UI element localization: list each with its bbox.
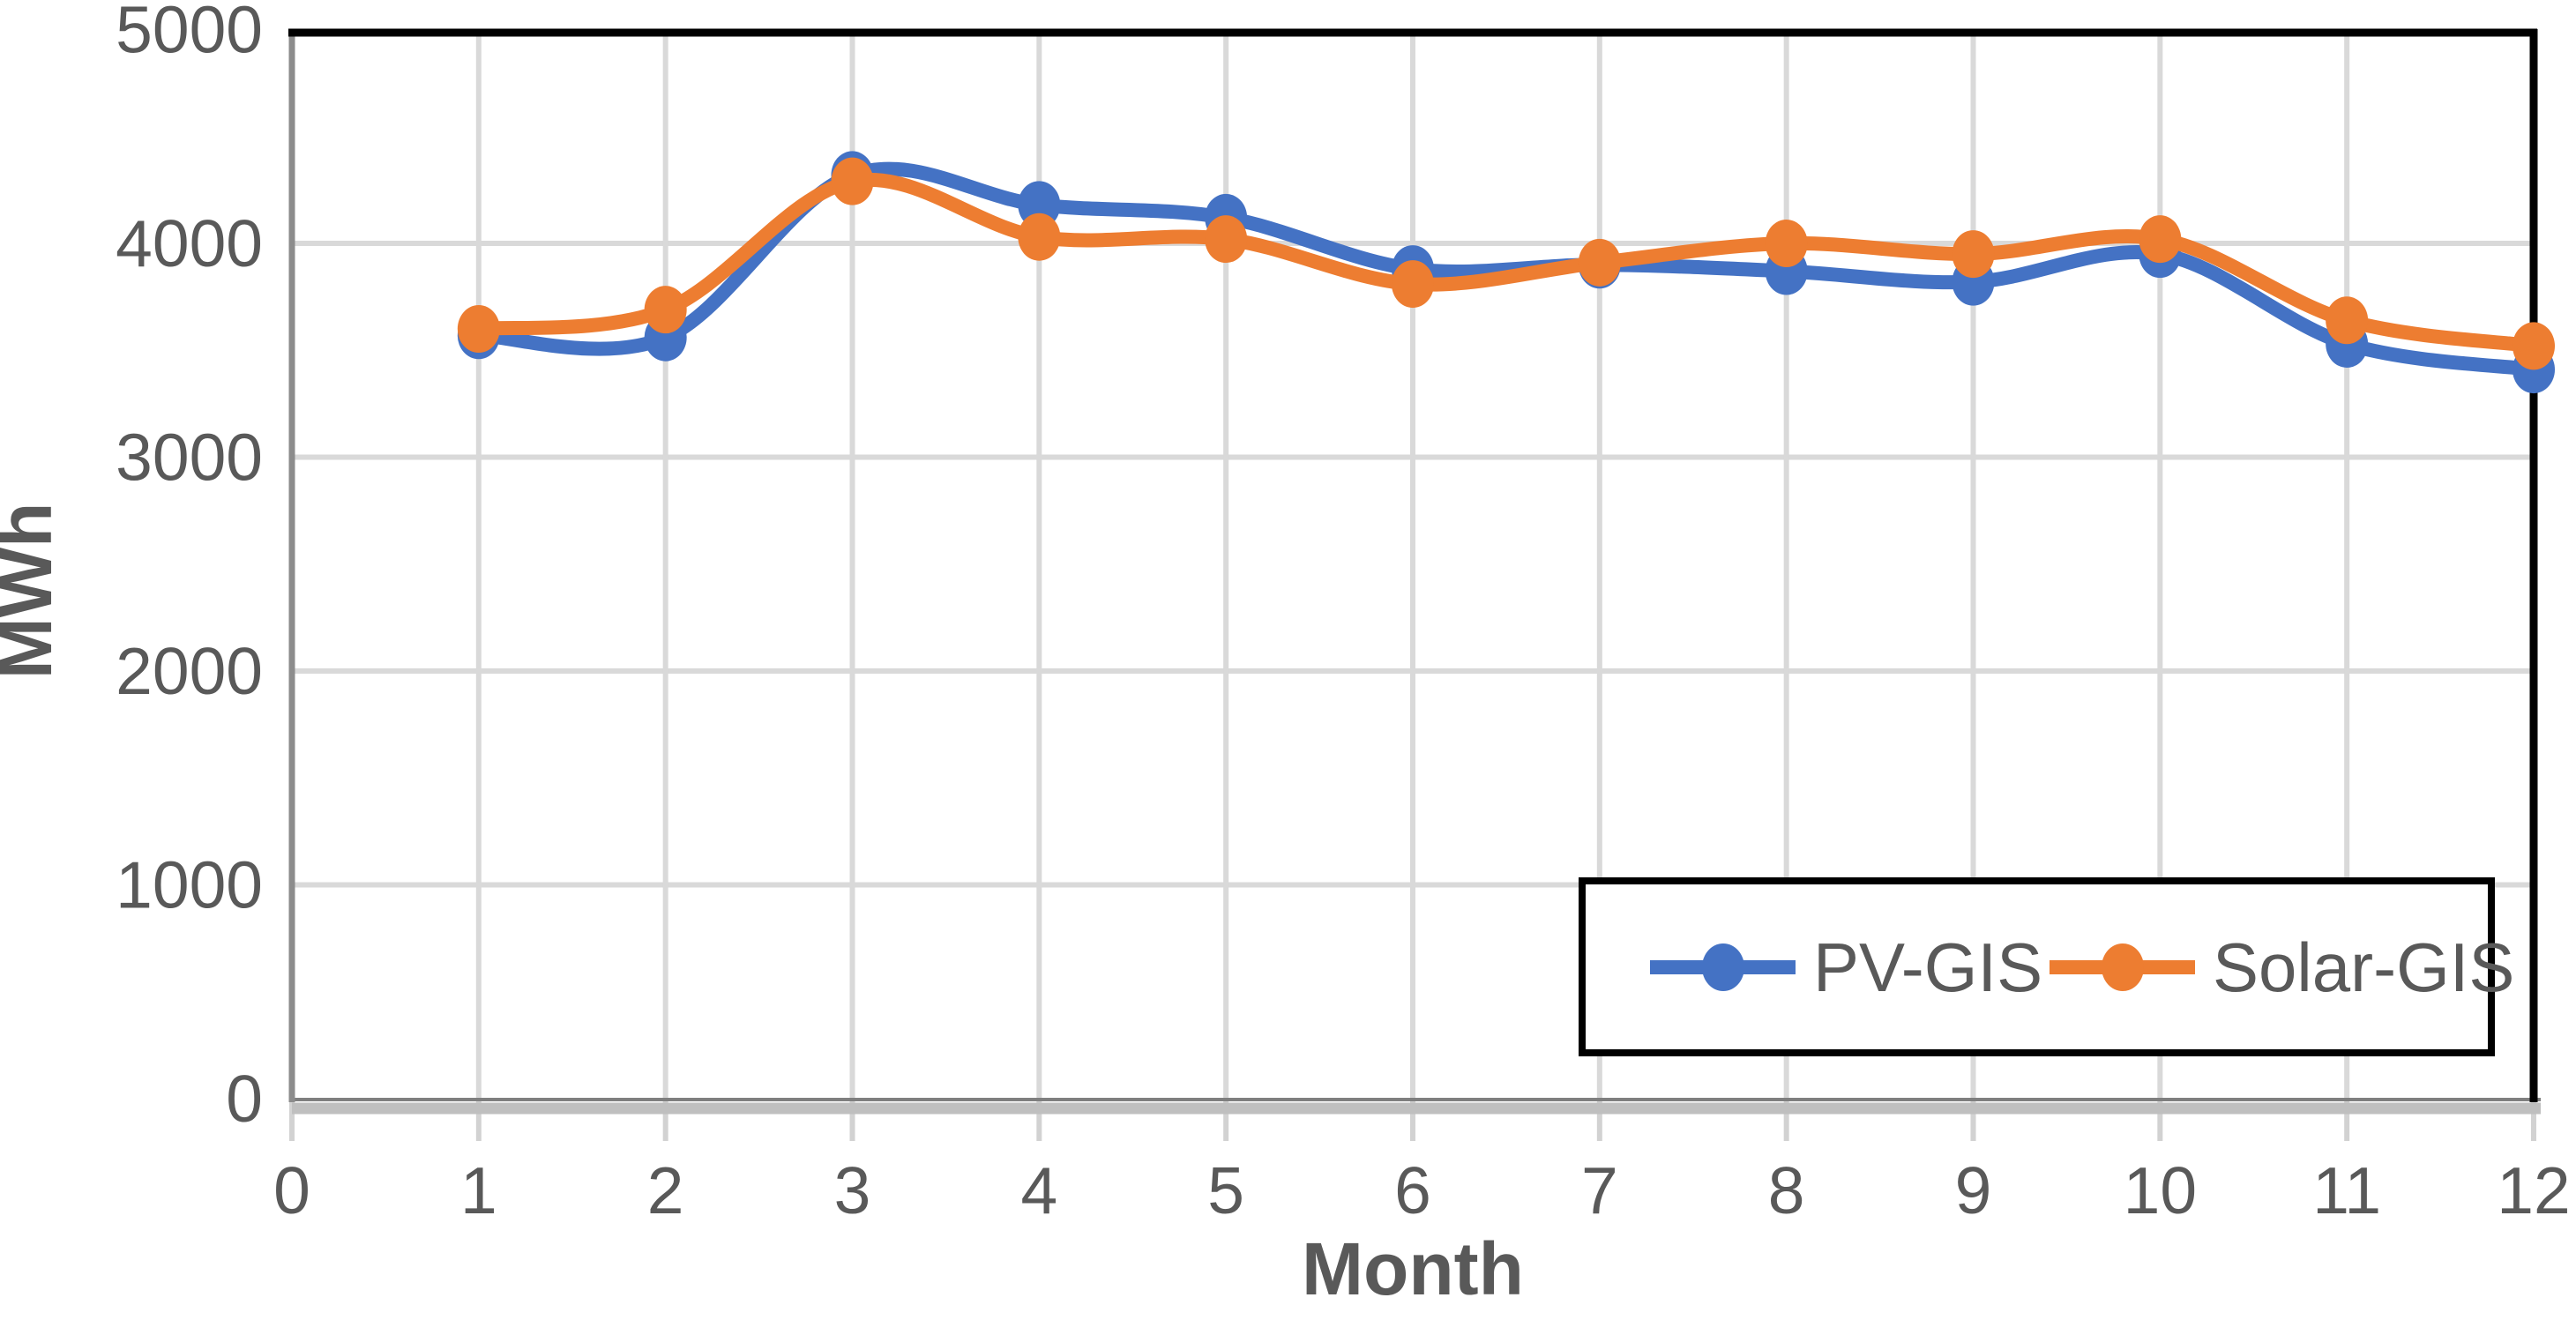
x-tick-label: 6 <box>1394 1153 1431 1227</box>
x-tick-labels: 0 1 2 3 4 5 6 7 8 9 10 11 12 <box>273 1153 2571 1227</box>
plot-border <box>288 28 2541 1115</box>
legend-entry-pv-gis: PV-GIS <box>1650 928 2042 1006</box>
y-tick-label: 5000 <box>116 0 263 67</box>
x-tick-label: 1 <box>460 1153 497 1227</box>
x-tick-label: 4 <box>1020 1153 1057 1227</box>
legend-marker-solar-gis <box>2102 943 2144 991</box>
y-tick-label: 3000 <box>116 421 263 495</box>
x-tick-label: 9 <box>1955 1153 1992 1227</box>
data-point-solar-gis <box>1018 213 1061 261</box>
y-axis-title: MWh <box>0 503 67 680</box>
x-tick-label: 10 <box>2124 1153 2197 1227</box>
x-tick-label: 5 <box>1207 1153 1244 1227</box>
legend-entry-solar-gis: Solar-GIS <box>2050 928 2514 1006</box>
series-line-solar-gis <box>471 172 2541 354</box>
data-point-solar-gis <box>1952 230 1995 279</box>
x-tick-label: 2 <box>647 1153 684 1227</box>
data-point-solar-gis <box>1578 238 1621 287</box>
data-point-solar-gis <box>1765 220 1808 267</box>
legend-label-pv-gis: PV-GIS <box>1813 928 2042 1006</box>
x-tick-label: 3 <box>834 1153 871 1227</box>
x-axis-title: Month <box>1302 1227 1524 1310</box>
y-tick-label: 1000 <box>116 848 263 922</box>
y-tick-label: 2000 <box>116 634 263 708</box>
data-point-solar-gis <box>2513 322 2555 370</box>
data-point-solar-gis <box>1392 260 1434 309</box>
data-point-solar-gis <box>831 157 874 205</box>
x-tick-label: 8 <box>1768 1153 1805 1227</box>
series-group <box>457 151 2555 394</box>
data-point-solar-gis <box>2326 296 2369 345</box>
legend: PV-GIS Solar-GIS <box>1579 877 2514 1056</box>
y-tick-labels: 0 1000 2000 3000 4000 5000 <box>116 0 263 1136</box>
data-point-solar-gis <box>644 286 687 334</box>
x-tick-label: 7 <box>1581 1153 1618 1227</box>
data-point-solar-gis <box>457 305 500 353</box>
x-tick-label: 12 <box>2497 1153 2570 1227</box>
x-tick-label: 11 <box>2312 1153 2381 1227</box>
data-point-solar-gis <box>2139 215 2182 264</box>
y-tick-label: 0 <box>226 1062 263 1136</box>
legend-marker-pv-gis <box>1702 943 1744 991</box>
x-tick-label: 0 <box>273 1153 310 1227</box>
data-point-solar-gis <box>1205 215 1248 264</box>
legend-label-solar-gis: Solar-GIS <box>2213 928 2514 1006</box>
y-tick-label: 4000 <box>116 206 263 280</box>
